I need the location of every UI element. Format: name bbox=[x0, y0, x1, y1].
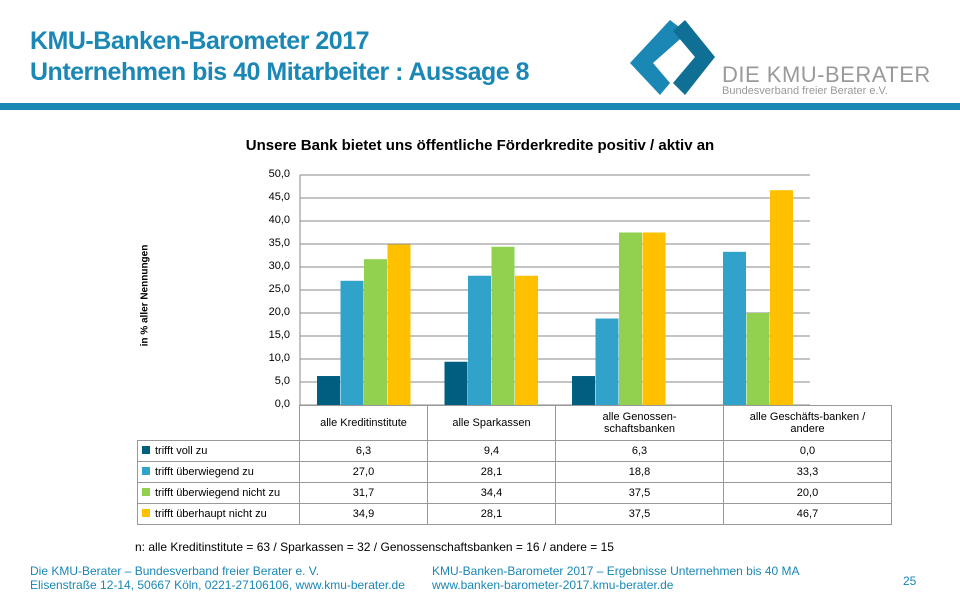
table-row: trifft überwiegend nicht zu 31,7 34,4 37,5 2… bbox=[137, 482, 892, 504]
y-tick-label: 50,0 bbox=[268, 168, 290, 180]
bar-1-1 bbox=[468, 275, 491, 405]
title-line-1: KMU-Banken-Barometer 2017 bbox=[30, 27, 370, 55]
table-row: trifft voll zu 6,3 9,4 6,3 0,0 bbox=[137, 440, 892, 462]
category-label: alle Sparkassen bbox=[427, 405, 556, 441]
legend-entry: trifft überhaupt nicht zu bbox=[137, 503, 300, 525]
data-cell: 28,1 bbox=[427, 503, 556, 525]
data-cell: 46,7 bbox=[723, 503, 892, 525]
category-label: alle Genossen-schaftsbanken bbox=[555, 405, 724, 441]
legend-entry: trifft überwiegend nicht zu bbox=[137, 482, 300, 504]
logo-name: DIE KMU-BERATER bbox=[722, 62, 931, 87]
bar-2-2 bbox=[619, 232, 642, 405]
data-cell: 6,3 bbox=[555, 440, 724, 462]
footer-address: Elisenstraße 12-14, 50667 Köln, 0221-271… bbox=[30, 578, 405, 592]
legend-swatch-icon bbox=[142, 446, 150, 454]
data-cell: 28,1 bbox=[427, 461, 556, 483]
y-tick-label: 45,0 bbox=[268, 191, 290, 203]
legend-swatch-icon bbox=[142, 488, 150, 496]
bar-3-3 bbox=[770, 190, 793, 405]
data-cell: 34,9 bbox=[299, 503, 428, 525]
y-tick-label: 5,0 bbox=[274, 375, 290, 387]
y-tick-label: 20,0 bbox=[268, 306, 290, 318]
legend-swatch-icon bbox=[142, 509, 150, 517]
y-tick-label: 10,0 bbox=[268, 352, 290, 364]
data-cell: 18,8 bbox=[555, 461, 724, 483]
bar-2-1 bbox=[491, 246, 515, 405]
bar-1-0 bbox=[340, 280, 364, 405]
bar-0-2 bbox=[572, 376, 595, 405]
series-name: trifft überhaupt nicht zu bbox=[155, 508, 267, 520]
bar-1-3 bbox=[723, 251, 746, 405]
footer-link[interactable]: www.banken-barometer-2017.kmu-berater.de bbox=[432, 578, 674, 592]
data-cell: 27,0 bbox=[299, 461, 428, 483]
logo-icon bbox=[630, 20, 715, 95]
legend-entry: trifft überwiegend zu bbox=[137, 461, 300, 483]
y-tick-label: 30,0 bbox=[268, 260, 290, 272]
bar-3-0 bbox=[387, 244, 411, 405]
category-label: alle Geschäfts-banken / andere bbox=[723, 405, 892, 441]
data-cell: 6,3 bbox=[299, 440, 428, 462]
logo-subtitle: Bundesverband freier Berater e.V. bbox=[722, 85, 888, 97]
title-line-2: Unternehmen bis 40 Mitarbeiter : Aussage… bbox=[30, 58, 530, 86]
data-cell: 9,4 bbox=[427, 440, 556, 462]
bar-0-0 bbox=[317, 376, 340, 405]
y-tick-label: 25,0 bbox=[268, 283, 290, 295]
y-tick-label: 40,0 bbox=[268, 214, 290, 226]
y-tick-label: 0,0 bbox=[274, 398, 290, 410]
page-number: 25 bbox=[903, 574, 917, 588]
bar-2-3 bbox=[746, 313, 770, 405]
legend-entry: trifft voll zu bbox=[137, 440, 300, 462]
bar-0-1 bbox=[444, 361, 468, 405]
y-tick-label: 15,0 bbox=[268, 329, 290, 341]
category-label: alle Kreditinstitute bbox=[299, 405, 428, 441]
legend-swatch-icon bbox=[142, 467, 150, 475]
data-cell: 33,3 bbox=[723, 461, 892, 483]
chart-title: Unsere Bank bietet uns öffentliche Förde… bbox=[245, 137, 715, 154]
series-name: trifft überwiegend nicht zu bbox=[155, 487, 281, 499]
header-band bbox=[0, 103, 960, 110]
footer-org: Die KMU-Berater – Bundesverband freier B… bbox=[30, 564, 320, 578]
bar-1-2 bbox=[595, 318, 619, 405]
sample-size-note: n: alle Kreditinstitute = 63 / Sparkasse… bbox=[135, 540, 614, 554]
data-cell: 31,7 bbox=[299, 482, 428, 504]
series-name: trifft voll zu bbox=[155, 445, 208, 457]
table-row: trifft überhaupt nicht zu 34,9 28,1 37,5 46,… bbox=[137, 503, 892, 525]
data-cell: 0,0 bbox=[723, 440, 892, 462]
footer-report: KMU-Banken-Barometer 2017 – Ergebnisse U… bbox=[432, 564, 800, 578]
data-cell: 34,4 bbox=[427, 482, 556, 504]
bar-2-0 bbox=[364, 259, 387, 405]
data-cell: 37,5 bbox=[555, 503, 724, 525]
table-row: trifft überwiegend zu 27,0 28,1 18,8 33,3 bbox=[137, 461, 892, 483]
data-table: alle Kreditinstitute alle Sparkassen all… bbox=[137, 405, 892, 525]
data-cell: 20,0 bbox=[723, 482, 892, 504]
series-name: trifft überwiegend zu bbox=[155, 466, 254, 478]
y-tick-label: 35,0 bbox=[268, 237, 290, 249]
bar-3-2 bbox=[642, 232, 666, 405]
data-cell: 37,5 bbox=[555, 482, 724, 504]
bar-3-1 bbox=[515, 275, 538, 405]
